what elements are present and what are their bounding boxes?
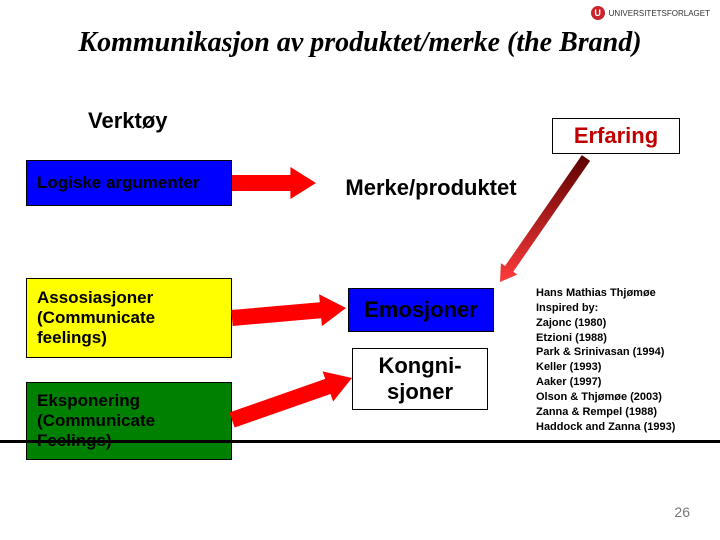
- arrow-icon: [229, 371, 352, 427]
- slide: U UNIVERSITETSFORLAGET Kommunikasjon av …: [0, 0, 720, 540]
- box-emosjoner: Emosjoner: [348, 288, 494, 332]
- publisher-logo: U UNIVERSITETSFORLAGET: [591, 6, 710, 20]
- credit-line: Inspired by:: [536, 301, 675, 316]
- page-number: 26: [674, 504, 690, 520]
- divider-line: [0, 440, 720, 443]
- label-verktoy: Verktøy: [88, 108, 168, 134]
- credit-line: Aaker (1997): [536, 375, 675, 390]
- credit-line: Etzioni (1988): [536, 331, 675, 346]
- credit-line: Keller (1993): [536, 360, 675, 375]
- credit-line: Zajonc (1980): [536, 316, 675, 331]
- credit-line: Park & Srinivasan (1994): [536, 345, 675, 360]
- credit-line: Zanna & Rempel (1988): [536, 405, 675, 420]
- logo-mark-icon: U: [591, 6, 605, 20]
- credit-line: Haddock and Zanna (1993): [536, 420, 675, 435]
- box-assosiasjoner: Assosiasjoner (Communicate feelings): [26, 278, 232, 358]
- box-kongnisjoner: Kongni-sjoner: [352, 348, 488, 410]
- credit-line: Olson & Thjømøe (2003): [536, 390, 675, 405]
- arrow-icon: [232, 167, 316, 199]
- box-merke-produktet: Merke/produktet: [318, 168, 544, 208]
- credit-line: Hans Mathias Thjømøe: [536, 286, 675, 301]
- logo-text: UNIVERSITETSFORLAGET: [609, 9, 710, 18]
- arrow-icon: [231, 294, 346, 326]
- box-logiske-argumenter: Logiske argumenter: [26, 160, 232, 206]
- box-erfaring: Erfaring: [552, 118, 680, 154]
- slide-title: Kommunikasjon av produktet/merke (the Br…: [0, 26, 720, 60]
- credits-block: Hans Mathias ThjømøeInspired by:Zajonc (…: [536, 286, 675, 434]
- box-eksponering: Eksponering (Communicate Feelings): [26, 382, 232, 460]
